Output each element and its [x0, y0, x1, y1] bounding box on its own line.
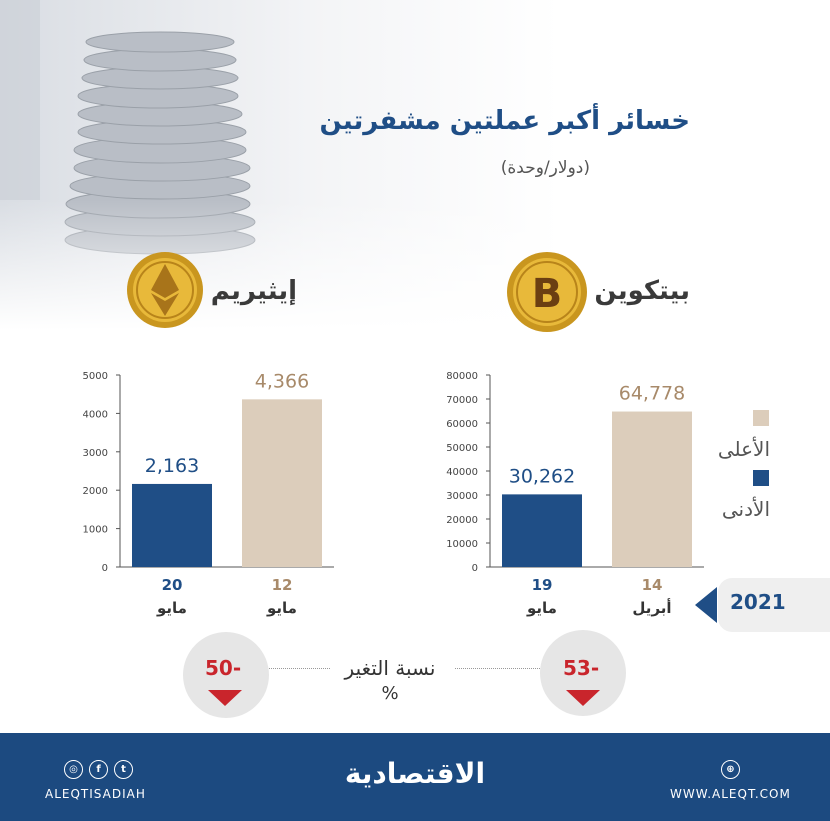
bitcoin-change-value: 53- — [563, 656, 600, 680]
svg-text:B: B — [532, 271, 563, 317]
legend-high-swatch — [753, 410, 769, 426]
ethereum-down-arrow-icon — [208, 690, 242, 706]
btc-y-tick-label: 40000 — [446, 467, 478, 478]
instagram-icon[interactable]: ◎ — [64, 760, 83, 779]
change-dotted-line-left — [265, 668, 330, 669]
chart-subtitle: (دولار/وحدة) — [500, 158, 590, 178]
btc-x-month-label: أبريل — [632, 598, 671, 617]
ethereum-change-value: 50- — [205, 656, 242, 680]
btc-data-label: 30,262 — [509, 465, 575, 487]
btc-y-tick-label: 10000 — [446, 539, 478, 550]
year-arrow-icon — [695, 587, 717, 623]
ethereum-name: إيثيريم — [210, 276, 297, 306]
change-dotted-line-right — [455, 668, 540, 669]
eth-data-label: 2,163 — [145, 455, 199, 477]
btc-y-tick-label: 20000 — [446, 515, 478, 526]
footer-bar — [0, 733, 830, 821]
eth-y-tick-label: 5000 — [83, 371, 108, 382]
btc-bar — [502, 494, 582, 567]
legend-low-label: الأدنى — [721, 497, 770, 521]
btc-x-day-label: 14 — [642, 576, 663, 594]
bitcoin-down-arrow-icon — [566, 690, 600, 706]
chart-title: خسائر أكبر عملتين مشفرتين — [319, 106, 690, 136]
eth-x-month-label: مايو — [156, 599, 187, 617]
social-handle[interactable]: ALEQTISADIAH — [45, 787, 146, 801]
bitcoin-name: بيتكوين — [594, 276, 690, 306]
ethereum-chart: 0 1000 2000 3000 4000 5000 2,163 20 مايو 4,366 12 م… — [83, 370, 334, 617]
eth-y-tick-label: 1000 — [83, 525, 108, 536]
btc-y-tick-label: 50000 — [446, 443, 478, 454]
year-tab — [718, 578, 830, 632]
btc-y-tick-label: 80000 — [446, 371, 478, 382]
eth-y-tick-label: 4000 — [83, 409, 108, 420]
eth-bar — [242, 399, 322, 567]
btc-y-tick-label: 30000 — [446, 491, 478, 502]
btc-x-day-label: 19 — [532, 576, 553, 594]
facebook-icon[interactable]: f — [89, 760, 108, 779]
eth-y-tick-label: 2000 — [83, 486, 108, 497]
twitter-icon[interactable]: t — [114, 760, 133, 779]
eth-y-tick-label: 0 — [102, 563, 108, 574]
legend-high-label: الأعلى — [717, 437, 770, 461]
bitcoin-chart: 0 10000 20000 30000 40000 50000 60000 70000 8000… — [446, 371, 704, 617]
coins-background-image — [0, 0, 830, 330]
btc-y-tick-label: 0 — [472, 563, 478, 574]
eth-y-tick-label: 3000 — [83, 448, 108, 459]
eth-x-day-label: 12 — [272, 576, 293, 594]
btc-y-tick-label: 70000 — [446, 395, 478, 406]
website-url[interactable]: WWW.ALEQT.COM — [670, 787, 791, 801]
legend-low-swatch — [753, 470, 769, 486]
ethereum-coin-icon — [127, 252, 203, 328]
btc-bar — [612, 411, 692, 567]
site-logo: الاقتصادية — [344, 757, 486, 790]
change-unit: % — [381, 683, 399, 704]
bitcoin-coin-icon: B — [507, 252, 587, 332]
eth-data-label: 4,366 — [255, 370, 309, 392]
eth-x-day-label: 20 — [162, 576, 183, 594]
btc-data-label: 64,778 — [619, 383, 685, 405]
website-icon[interactable]: ⊕ — [721, 760, 740, 779]
eth-x-month-label: مايو — [266, 599, 297, 617]
eth-bar — [132, 483, 212, 567]
change-label: نسبة التغير — [344, 656, 436, 680]
btc-x-month-label: مايو — [526, 599, 557, 617]
btc-y-tick-label: 60000 — [446, 419, 478, 430]
year-label: 2021 — [730, 590, 786, 614]
